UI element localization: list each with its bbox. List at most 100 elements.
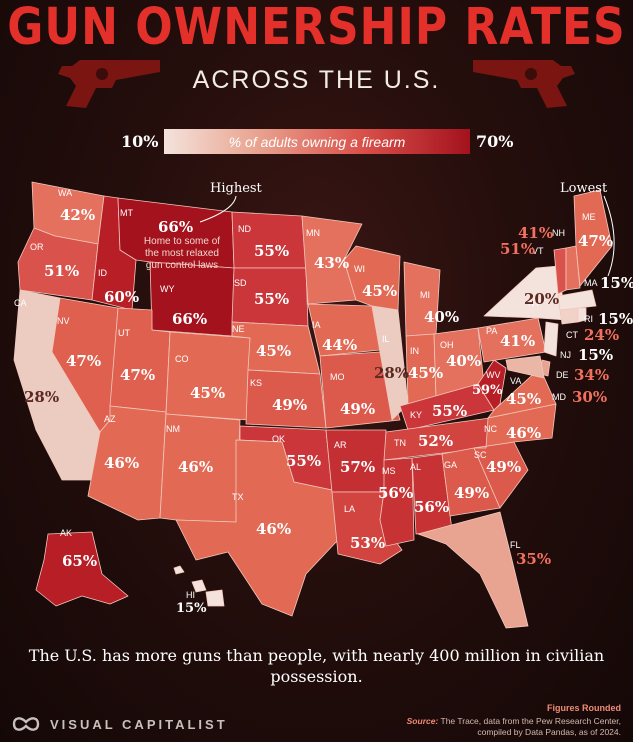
value-ok: 55% xyxy=(286,452,321,470)
value-ak: 65% xyxy=(62,552,97,570)
value-sc: 49% xyxy=(486,458,521,476)
svg-text:IA: IA xyxy=(312,320,321,330)
svg-text:AZ: AZ xyxy=(104,414,116,424)
svg-text:WV: WV xyxy=(486,370,501,380)
value-al: 56% xyxy=(414,498,449,516)
value-ny: 20% xyxy=(524,290,559,308)
state-md xyxy=(505,355,545,379)
value-or: 51% xyxy=(44,262,79,280)
value-ga: 49% xyxy=(454,484,489,502)
svg-text:AK: AK xyxy=(60,528,72,538)
svg-text:IN: IN xyxy=(410,346,419,356)
svg-text:MS: MS xyxy=(382,466,396,476)
svg-text:LA: LA xyxy=(344,504,355,514)
svg-text:KY: KY xyxy=(410,410,422,420)
legend-max-label: 70% xyxy=(476,132,514,151)
visual-capitalist-logo-icon xyxy=(12,717,40,731)
svg-text:MN: MN xyxy=(306,228,320,238)
svg-text:AR: AR xyxy=(334,440,347,450)
svg-text:CA: CA xyxy=(14,298,27,308)
state-il xyxy=(371,305,409,421)
svg-text:WI: WI xyxy=(354,264,365,274)
value-il: 28% xyxy=(374,364,409,382)
value-mo: 49% xyxy=(340,400,375,418)
state-va xyxy=(487,367,557,419)
state-ct xyxy=(559,307,579,325)
value-tn: 52% xyxy=(418,432,453,450)
value-wi: 45% xyxy=(362,282,397,300)
svg-text:ME: ME xyxy=(582,212,596,222)
value-de: 34% xyxy=(574,366,609,384)
svg-text:TN: TN xyxy=(394,438,406,448)
value-ct: 24% xyxy=(584,326,619,344)
page-subtitle: ACROSS THE U.S. xyxy=(192,66,441,94)
value-ut: 47% xyxy=(120,366,155,384)
value-nj: 15% xyxy=(578,346,613,364)
value-tx: 46% xyxy=(256,520,291,538)
value-me: 47% xyxy=(578,232,613,250)
state-ak xyxy=(35,531,129,607)
value-oh: 40% xyxy=(446,352,481,370)
svg-text:SD: SD xyxy=(234,278,247,288)
legend-title: % of adults owning a firearm xyxy=(228,134,406,150)
value-hi: 15% xyxy=(176,601,207,616)
brand-name: VISUAL CAPITALIST xyxy=(50,716,228,732)
svg-text:MI: MI xyxy=(420,290,430,300)
state-tx xyxy=(175,439,339,617)
source-text: The Trace, data from the Pew Research Ce… xyxy=(440,716,621,737)
value-nc: 46% xyxy=(506,424,541,442)
footer-text: The U.S. has more guns than people, with… xyxy=(28,646,605,686)
value-vt: 51% xyxy=(500,240,535,258)
svg-text:ID: ID xyxy=(98,268,108,278)
value-in: 45% xyxy=(408,364,443,382)
svg-text:IL: IL xyxy=(382,334,390,344)
montana-note: Home to some of the most relaxed gun con… xyxy=(143,236,221,271)
svg-text:CO: CO xyxy=(175,354,189,364)
svg-text:NY: NY xyxy=(528,298,541,308)
page-title: GUN OWNERSHIP RATES xyxy=(7,0,626,57)
value-ky: 55% xyxy=(432,402,467,420)
svg-text:MO: MO xyxy=(330,372,345,382)
highest-label: Highest xyxy=(210,181,262,196)
state-me xyxy=(573,189,613,287)
svg-text:NV: NV xyxy=(57,316,70,326)
brand-logo: VISUAL CAPITALIST xyxy=(12,714,228,734)
state-mo xyxy=(319,351,401,429)
right-revolver-icon xyxy=(473,60,575,108)
svg-text:OK: OK xyxy=(272,434,285,444)
svg-text:AL: AL xyxy=(410,462,421,472)
figures-rounded-note: Figures Rounded xyxy=(547,703,621,713)
svg-text:RI: RI xyxy=(584,314,593,324)
svg-text:VA: VA xyxy=(510,376,521,386)
svg-text:NC: NC xyxy=(484,424,497,434)
svg-text:DE: DE xyxy=(556,370,569,380)
svg-text:MD: MD xyxy=(552,392,566,402)
value-fl: 35% xyxy=(516,550,551,568)
value-id: 60% xyxy=(104,288,139,306)
value-ar: 57% xyxy=(340,458,375,476)
svg-text:CT: CT xyxy=(566,330,578,340)
value-nv: 47% xyxy=(66,352,101,370)
state-ma xyxy=(557,289,597,311)
state-hi xyxy=(173,565,225,607)
value-nm: 46% xyxy=(178,458,213,476)
value-ne: 45% xyxy=(256,342,291,360)
svg-text:OH: OH xyxy=(440,340,454,350)
value-ks: 49% xyxy=(272,396,307,414)
lowest-arrow xyxy=(603,195,615,277)
svg-text:WA: WA xyxy=(58,188,72,198)
state-nj xyxy=(543,321,559,357)
svg-text:GA: GA xyxy=(444,460,457,470)
value-va: 45% xyxy=(506,390,541,408)
value-wy: 66% xyxy=(172,310,207,328)
value-sd: 55% xyxy=(254,290,289,308)
left-revolver-icon xyxy=(58,60,160,108)
svg-text:VT: VT xyxy=(532,246,544,256)
svg-text:OR: OR xyxy=(30,242,44,252)
svg-text:NE: NE xyxy=(232,324,245,334)
value-pa: 41% xyxy=(500,332,535,350)
svg-text:NM: NM xyxy=(166,424,180,434)
value-mi: 40% xyxy=(424,308,459,326)
legend-min-label: 10% xyxy=(121,132,159,151)
